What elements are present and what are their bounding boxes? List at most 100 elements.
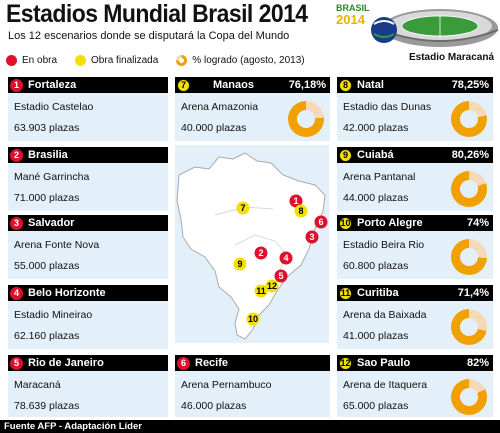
red-dot-icon <box>6 54 17 66</box>
capacity: 71.000 plazas <box>14 192 80 204</box>
stadium-name: Arena Pantanal <box>343 171 416 183</box>
progress-donut <box>451 101 487 137</box>
card-header: 11 Curitiba 71,4% <box>337 285 493 301</box>
yellow-dot-icon <box>75 54 87 66</box>
card-sao-paulo: 12 Sao Paulo 82% Arena de Itaquera 65.000 … <box>337 355 493 417</box>
percent-label: 71,4% <box>457 287 489 299</box>
card-header: 5 Rio de Janeiro <box>8 355 168 371</box>
marker-number: 8 <box>339 78 352 92</box>
map-marker-label: 8 <box>298 206 303 216</box>
map-marker-12 <box>265 279 279 293</box>
card-belo-horizonte: 4 Belo Horizonte Estadio Mineirao 62.160 … <box>8 285 168 349</box>
map-marker-label: 10 <box>248 314 258 324</box>
stadium-name: Estadio Mineirao <box>14 309 93 321</box>
map-marker-label: 6 <box>318 217 323 227</box>
capacity: 41.000 plazas <box>343 330 409 342</box>
card-fortaleza: 1 Fortaleza Estadio Castelao 63.903 plaza… <box>8 77 168 141</box>
capacity: 65.000 plazas <box>343 400 409 412</box>
map-marker-8 <box>294 204 308 218</box>
capacity: 63.903 plazas <box>14 122 80 134</box>
marker-number: 7 <box>177 78 190 92</box>
map-marker-5 <box>274 269 288 283</box>
stadium-name: Arena da Baixada <box>343 309 427 321</box>
percent-label: 76,18% <box>288 79 326 91</box>
marker-number: 9 <box>339 148 352 162</box>
legend-finished: Obra finalizada <box>75 54 158 66</box>
map-marker-4 <box>279 251 293 265</box>
donut-icon <box>176 54 188 66</box>
capacity: 78.639 plazas <box>14 400 80 412</box>
card-header: 10 Porto Alegre 74% <box>337 215 493 231</box>
card-natal: 8 Natal 78,25% Estadio das Dunas 42.000 pl… <box>337 77 493 141</box>
percent-label: 78,25% <box>451 79 489 91</box>
map-marker-9 <box>233 257 247 271</box>
map-marker-label: 2 <box>258 248 263 258</box>
city-name: Rio de Janeiro <box>28 357 104 369</box>
city-name: Belo Horizonte <box>28 287 106 299</box>
map-marker-label: 11 <box>256 286 266 296</box>
progress-donut <box>451 171 487 207</box>
map-marker-6 <box>314 215 328 229</box>
progress-donut <box>451 379 487 415</box>
stadium-name: Mané Garrincha <box>14 171 90 183</box>
capacity: 62.160 plazas <box>14 330 80 342</box>
page-title: Estadios Mundial Brasil 2014 <box>6 0 308 28</box>
map-marker-1 <box>289 194 303 208</box>
capacity: 55.000 plazas <box>14 260 80 272</box>
stadium-name: Arena de Itaquera <box>343 379 428 391</box>
marker-number: 6 <box>177 356 190 370</box>
brasil-2014-logo: BRASIL 2014 <box>336 3 370 27</box>
map-marker-label: 1 <box>293 196 298 206</box>
legend-percent: % logrado (agosto, 2013) <box>176 54 305 66</box>
marker-number: 2 <box>10 148 23 162</box>
brazil-shape <box>176 152 326 340</box>
brazil-map: 1 2 3 4 5 6 7 8 9 10 11 12 <box>175 145 329 343</box>
legend: En obra Obra finalizada % logrado (agost… <box>6 53 323 67</box>
marker-number: 4 <box>10 286 23 300</box>
stadium-name: Arena Fonte Nova <box>14 239 100 251</box>
page-subtitle: Los 12 escenarios donde se disputará la … <box>8 30 290 42</box>
marker-number: 12 <box>339 356 352 370</box>
marker-number: 10 <box>339 216 352 230</box>
city-name: Curitiba <box>357 287 399 299</box>
city-name: Fortaleza <box>28 79 77 91</box>
card-header: 7 Manaos 76,18% <box>175 77 330 93</box>
stadium-name: Estadio Castelao <box>14 101 94 113</box>
card-brasilia: 2 Brasilia Mané Garrincha 71.000 plazas <box>8 147 168 211</box>
card-header: 6 Recife <box>175 355 330 371</box>
card-salvador: 3 Salvador Arena Fonte Nova 55.000 plazas <box>8 215 168 279</box>
map-marker-label: 5 <box>278 271 283 281</box>
percent-label: 80,26% <box>451 149 489 161</box>
stadium-name: Estadio Beira Rio <box>343 239 425 251</box>
map-marker-label: 3 <box>309 232 314 242</box>
card-header: 9 Cuiabá 80,26% <box>337 147 493 163</box>
stadium-caption: Estadio Maracaná <box>409 52 495 63</box>
map-marker-label: 7 <box>240 203 245 213</box>
capacity: 46.000 plazas <box>181 400 247 412</box>
map-marker-label: 9 <box>237 259 242 269</box>
capacity: 44.000 plazas <box>343 192 409 204</box>
city-name: Salvador <box>28 217 75 229</box>
marker-number: 11 <box>339 286 352 300</box>
stadium-name: Arena Pernambuco <box>181 379 272 391</box>
card-manaos: 7 Manaos 76,18% Arena Amazonia 40.000 plaz… <box>175 77 330 141</box>
card-cuiaba: 9 Cuiabá 80,26% Arena Pantanal 44.000 plaz… <box>337 147 493 211</box>
legend-in-progress: En obra <box>6 54 57 66</box>
marker-number: 1 <box>10 78 23 92</box>
card-header: 1 Fortaleza <box>8 77 168 93</box>
card-recife: 6 Recife Arena Pernambuco 46.000 plazas <box>175 355 330 417</box>
capacity: 40.000 plazas <box>181 122 247 134</box>
progress-donut <box>288 101 324 137</box>
map-marker-3 <box>305 230 319 244</box>
card-porto-alegre: 10 Porto Alegre 74% Estadio Beira Rio 60.8… <box>337 215 493 279</box>
map-marker-11 <box>254 284 268 298</box>
city-name: Natal <box>357 79 384 91</box>
card-rio-de-janeiro: 5 Rio de Janeiro Maracaná 78.639 plazas <box>8 355 168 417</box>
percent-label: 82% <box>466 357 489 369</box>
city-name: Manaos <box>213 79 254 91</box>
progress-donut <box>451 239 487 275</box>
source-footer: Fuente AFP - Adaptación Líder <box>0 420 500 433</box>
card-header: 12 Sao Paulo 82% <box>337 355 493 371</box>
map-marker-2 <box>254 246 268 260</box>
